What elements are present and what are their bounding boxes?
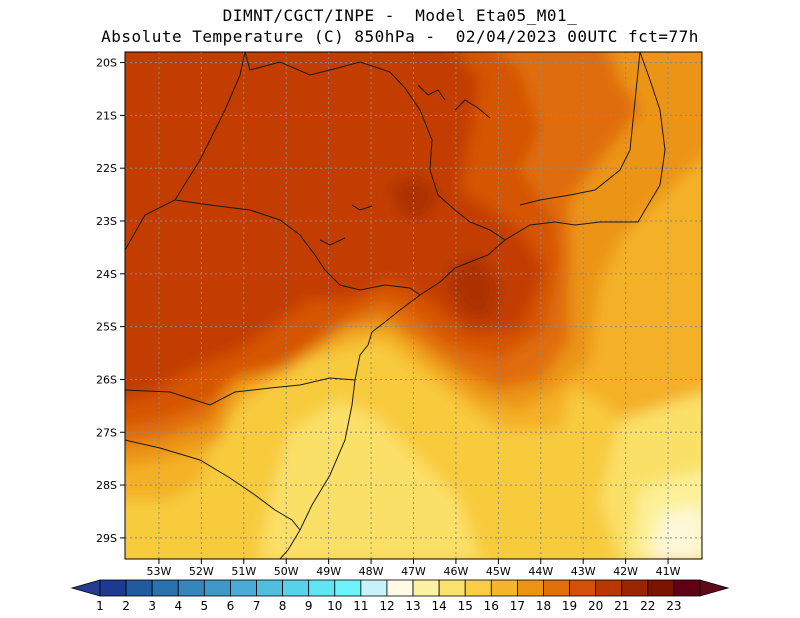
colorbar-label: 2 xyxy=(122,599,130,613)
colorbar-label: 19 xyxy=(562,599,577,613)
lon-label: 42W xyxy=(613,565,638,578)
lon-label: 45W xyxy=(486,565,511,578)
colorbar: 1 2 3 4 5 6 7 8 9 10 11 12 13 14 15 16 17 18 19 20 21 22 23 xyxy=(70,579,730,613)
latitude-labels: 20S 21S 22S 23S 24S 25S 26S 27S 28S 29S xyxy=(96,57,125,545)
colorbar-label: 21 xyxy=(614,599,629,613)
lon-label: 41W xyxy=(656,565,681,578)
colorbar-label: 13 xyxy=(405,599,420,613)
reservoir-4 xyxy=(319,237,346,246)
colorbar-label: 12 xyxy=(379,599,394,613)
temp-field-13-south xyxy=(260,400,480,559)
lat-label: 22S xyxy=(96,162,117,175)
colorbar-label: 23 xyxy=(666,599,681,613)
colorbar-swatch xyxy=(595,579,623,597)
colorbar-swatch xyxy=(673,579,701,597)
chart-title-line-2: Absolute Temperature (C) 850hPa - 02/04/… xyxy=(101,27,699,46)
temp-field-11-patch xyxy=(650,505,702,559)
colorbar-label: 17 xyxy=(510,599,525,613)
lon-label: 50W xyxy=(274,565,299,578)
border-sc-rs xyxy=(125,439,301,531)
border-sp-pr xyxy=(174,199,421,296)
colorbar-swatch xyxy=(256,579,284,597)
lon-label: 46W xyxy=(443,565,468,578)
lat-label: 20S xyxy=(96,57,117,70)
lon-label: 49W xyxy=(316,565,341,578)
colorbar-swatch xyxy=(543,579,570,597)
colorbar-label: 1 xyxy=(96,599,104,613)
border-ms-sp xyxy=(125,52,246,251)
colorbar-left-arrow xyxy=(70,579,101,597)
colorbar-label: 9 xyxy=(305,599,313,613)
colorbar-swatch xyxy=(360,579,388,597)
colorbar-swatch xyxy=(647,579,675,597)
colorbar-label: 6 xyxy=(227,599,235,613)
colorbar-swatch xyxy=(569,579,597,597)
coastline xyxy=(279,52,666,559)
temp-field-19 xyxy=(125,52,545,400)
lat-label: 26S xyxy=(96,373,117,386)
colorbar-swatch xyxy=(230,579,257,597)
colorbar-label: 4 xyxy=(174,599,182,613)
temp-field-20-coast xyxy=(448,255,500,320)
reservoir-2 xyxy=(454,99,491,119)
colorbar-swatch xyxy=(177,579,205,597)
colorbar-label: 11 xyxy=(353,599,368,613)
lon-label: 44W xyxy=(528,565,553,578)
lon-label: 52W xyxy=(189,565,214,578)
colorbar-swatch xyxy=(386,579,414,597)
colorbar-label: 20 xyxy=(588,599,603,613)
lat-label: 21S xyxy=(96,109,117,122)
lat-label: 27S xyxy=(96,426,117,439)
colorbar-swatch xyxy=(621,579,649,597)
colorbar-label: 16 xyxy=(484,599,499,613)
border-pr-sc xyxy=(125,377,356,406)
temperature-field xyxy=(125,52,702,559)
colorbar-swatch xyxy=(125,579,153,597)
colorbar-label: 5 xyxy=(201,599,209,613)
reservoir-1 xyxy=(417,84,446,101)
lat-label: 23S xyxy=(96,215,117,228)
colorbar-label: 15 xyxy=(458,599,473,613)
colorbar-swatch xyxy=(412,579,440,597)
longitude-labels: 53W 52W 51W 50W 49W 48W 47W 46W 45W 44W 43W 42W 41W xyxy=(147,559,681,578)
lon-label: 43W xyxy=(571,565,596,578)
colorbar-swatch xyxy=(464,579,492,597)
colorbar-swatch xyxy=(490,579,518,597)
colorbar-label: 14 xyxy=(431,599,446,613)
colorbar-label: 8 xyxy=(279,599,287,613)
colorbar-swatch xyxy=(308,579,336,597)
colorbar-swatch xyxy=(438,579,466,597)
reservoir-3 xyxy=(351,204,373,211)
lon-label: 48W xyxy=(359,565,384,578)
lat-label: 28S xyxy=(96,479,117,492)
chart-title-line-1: DIMNT/CGCT/INPE - Model Eta05_M01_ xyxy=(222,6,578,25)
colorbar-right-arrow xyxy=(699,579,730,597)
lat-label: 24S xyxy=(96,268,117,281)
colorbar-label: 10 xyxy=(327,599,342,613)
colorbar-swatch xyxy=(99,579,127,597)
lat-label: 29S xyxy=(96,532,117,545)
colorbar-label: 7 xyxy=(253,599,261,613)
colorbar-swatch xyxy=(151,579,179,597)
temp-field-20-north xyxy=(390,175,440,220)
graticule-grid xyxy=(125,52,702,559)
colorbar-label: 3 xyxy=(148,599,156,613)
colorbar-label: 18 xyxy=(536,599,551,613)
border-mg-rj-es xyxy=(519,52,641,206)
lon-label: 47W xyxy=(401,565,426,578)
colorbar-swatch xyxy=(516,579,544,597)
colorbar-swatch xyxy=(282,579,310,597)
lat-label: 25S xyxy=(96,321,117,334)
colorbar-swatch xyxy=(203,579,231,597)
political-boundaries xyxy=(125,52,666,559)
colorbar-swatch xyxy=(334,579,362,597)
border-mg-sp xyxy=(244,52,506,241)
colorbar-label: 22 xyxy=(640,599,655,613)
lon-label: 53W xyxy=(147,565,172,578)
lon-label: 51W xyxy=(231,565,256,578)
